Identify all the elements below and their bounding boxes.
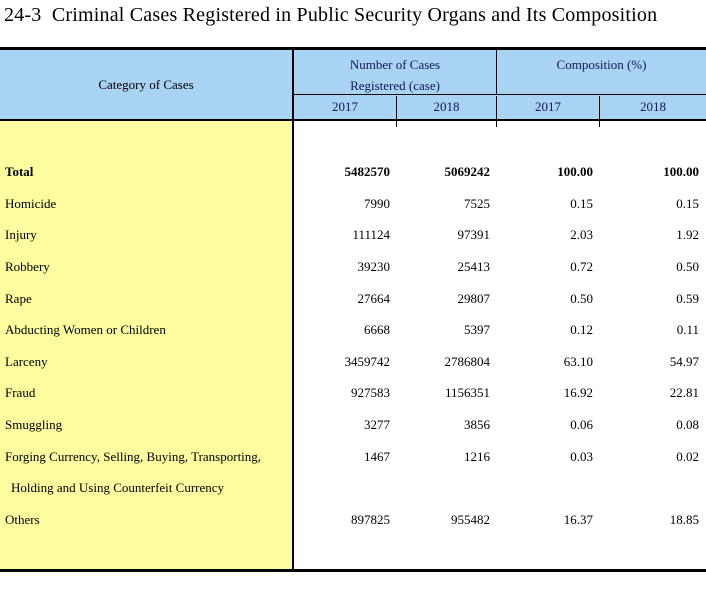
cell-composition-2018: 0.02 <box>676 448 699 464</box>
cell-composition-2018: 1.92 <box>676 227 699 243</box>
table-row: Total 5482570 5069242 100.00 100.00 <box>0 156 706 188</box>
cell-number-2017: 7990 <box>364 195 390 211</box>
table-row: Rape 27664 29807 0.50 0.59 <box>0 282 706 315</box>
row-label: Robbery <box>0 250 294 283</box>
row-label: Others <box>0 504 294 536</box>
row-label: Larceny <box>0 345 294 378</box>
row-label: Smuggling <box>0 409 294 441</box>
cell-number-2018: 5397 <box>464 322 490 338</box>
table-row-continuation: Holding and Using Counterfeit Currency <box>0 472 706 505</box>
cell-number-2018: 29807 <box>457 290 491 306</box>
column-header-category: Category of Cases <box>0 50 294 119</box>
cell-number-2018: 5069242 <box>444 164 491 179</box>
cell-number-2017: 927583 <box>351 385 390 401</box>
cell-composition-2017: 63.10 <box>563 353 593 369</box>
page-title: 24-3 Criminal Cases Registered in Public… <box>4 4 658 26</box>
cell-empty <box>294 472 397 504</box>
table-row: Robbery 39230 25413 0.72 0.50 <box>0 250 706 283</box>
row-label: Rape <box>0 282 294 315</box>
table-filler-row <box>0 535 706 569</box>
cell-composition-2017: 0.06 <box>570 417 593 433</box>
table-row: Others 897825 955482 16.37 18.85 <box>0 504 706 536</box>
cell-number-2017: 3459742 <box>344 353 391 369</box>
cell-number-2018: 7525 <box>464 195 490 211</box>
cell-number-2017: 111124 <box>352 227 390 243</box>
column-header-year-2018-composition: 2018 <box>640 99 666 114</box>
cell-number-2017: 1467 <box>364 448 390 464</box>
column-header-year-2017-number: 2017 <box>294 96 397 119</box>
column-divider-stub <box>396 121 397 127</box>
cell-number-2018: 955482 <box>451 512 490 528</box>
cell-number-2017: 6668 <box>364 322 390 338</box>
cell-composition-2018: 0.59 <box>676 290 699 306</box>
cell-composition-2017: 0.15 <box>570 195 593 211</box>
criminal-cases-table: Category of Cases Number of Cases Regist… <box>0 47 706 572</box>
cell-number-2017: 5482570 <box>344 164 391 179</box>
cell-number-2018: 25413 <box>457 258 491 274</box>
row-label: Injury <box>0 219 294 251</box>
table-row: Larceny 3459742 2786804 63.10 54.97 <box>0 345 706 378</box>
table-row: Forging Currency, Selling, Buying, Trans… <box>0 440 706 473</box>
cell-number-2018: 1156351 <box>444 385 490 401</box>
cell-composition-2017: 100.00 <box>557 164 593 179</box>
column-divider-stub <box>496 121 497 127</box>
cell-empty <box>397 472 497 504</box>
cell-empty <box>497 472 600 504</box>
column-group-composition: Composition (%) <box>497 50 706 95</box>
column-divider-stub <box>599 121 600 127</box>
column-group-number-line1: Number of Cases <box>349 57 441 72</box>
cell-composition-2018: 22.81 <box>669 385 699 401</box>
row-label: Abducting Women or Children <box>0 314 294 346</box>
row-label: Total <box>0 156 294 188</box>
cell-composition-2018: 18.85 <box>669 512 699 528</box>
cell-composition-2017: 0.50 <box>570 290 593 306</box>
cell-number-2017: 3277 <box>364 417 390 433</box>
row-label: Homicide <box>0 187 294 220</box>
cell-number-2017: 27664 <box>357 290 391 306</box>
cell-number-2018: 3856 <box>464 417 490 433</box>
column-group-number-line2: Registered (case) <box>350 78 440 93</box>
cell-composition-2017: 0.72 <box>570 258 593 274</box>
column-group-number-of-cases: Number of Cases Registered (case) <box>294 50 497 95</box>
column-header-year-2018-number: 2018 <box>397 96 497 119</box>
table-spacer-row <box>0 121 706 156</box>
cell-composition-2017: 16.92 <box>563 385 593 401</box>
table-row: Homicide 7990 7525 0.15 0.15 <box>0 187 706 220</box>
cell-empty <box>600 472 706 504</box>
row-label: Fraud <box>0 377 294 410</box>
cell-composition-2018: 100.00 <box>663 164 699 179</box>
table-row: Fraud 927583 1156351 16.92 22.81 <box>0 377 706 410</box>
cell-composition-2018: 0.15 <box>676 195 699 211</box>
table-row: Abducting Women or Children 6668 5397 0.12 0… <box>0 314 706 346</box>
table-row: Smuggling 3277 3856 0.06 0.08 <box>0 409 706 441</box>
cell-composition-2018: 54.97 <box>669 353 699 369</box>
row-label: Forging Currency, Selling, Buying, Trans… <box>0 440 294 473</box>
cell-composition-2017: 0.03 <box>570 448 593 464</box>
cell-number-2018: 1216 <box>464 448 490 464</box>
cell-number-2018: 97391 <box>457 227 491 243</box>
cell-composition-2018: 0.50 <box>676 258 699 274</box>
table-header: Category of Cases Number of Cases Regist… <box>0 50 706 121</box>
table-row: Injury 111124 97391 2.03 1.92 <box>0 219 706 251</box>
cell-composition-2018: 0.08 <box>676 417 699 433</box>
cell-composition-2017: 0.12 <box>570 322 593 338</box>
column-header-year-2017-composition: 2017 <box>497 96 600 119</box>
cell-number-2017: 39230 <box>357 258 391 274</box>
row-label-line2: Holding and Using Counterfeit Currency <box>0 472 294 505</box>
table-body: Total 5482570 5069242 100.00 100.00 Homicide 7… <box>0 121 706 572</box>
cell-number-2017: 897825 <box>351 512 390 528</box>
cell-number-2018: 2786804 <box>444 353 491 369</box>
cell-composition-2018: 0.11 <box>676 322 699 338</box>
cell-composition-2017: 16.37 <box>563 512 593 528</box>
cell-composition-2017: 2.03 <box>570 227 593 243</box>
